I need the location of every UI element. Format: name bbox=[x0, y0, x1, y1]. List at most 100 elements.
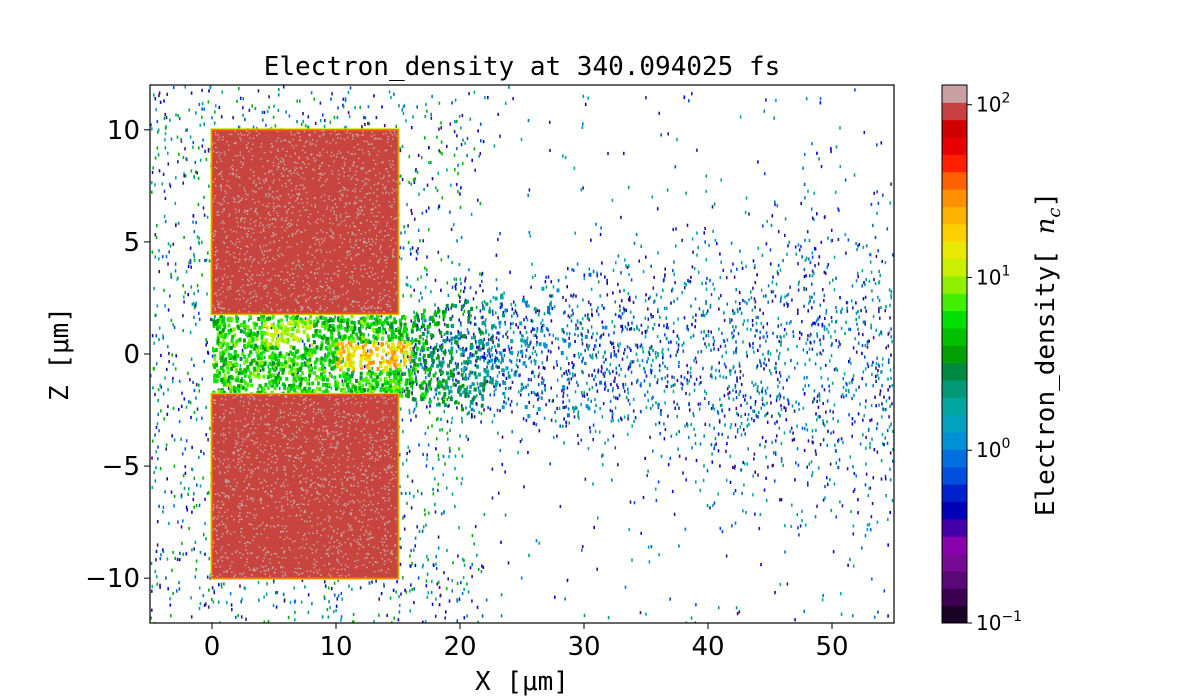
electron-speck bbox=[491, 363, 494, 367]
electron-speck bbox=[590, 399, 592, 403]
electron-speck bbox=[798, 407, 800, 411]
electron-speck bbox=[566, 372, 569, 377]
channel-cell bbox=[218, 334, 222, 339]
electron-speck bbox=[615, 396, 617, 400]
electron-speck bbox=[886, 227, 889, 231]
electron-speck bbox=[666, 366, 669, 370]
electron-speck bbox=[812, 321, 814, 325]
electron-speck bbox=[418, 443, 420, 447]
electron-speck bbox=[611, 342, 613, 346]
channel-cell bbox=[293, 367, 297, 372]
electron-speck bbox=[748, 342, 751, 346]
electron-speck bbox=[813, 292, 816, 296]
electron-speck bbox=[505, 401, 507, 405]
electron-speck bbox=[795, 461, 797, 465]
electron-speck bbox=[221, 346, 223, 350]
electron-speck bbox=[448, 403, 450, 408]
electron-speck bbox=[796, 361, 799, 365]
electron-speck bbox=[663, 324, 665, 328]
electron-speck bbox=[766, 411, 769, 415]
electron-speck bbox=[577, 383, 579, 387]
electron-speck bbox=[656, 381, 659, 385]
electron-speck bbox=[813, 321, 816, 325]
electron-speck bbox=[881, 370, 883, 374]
electron-speck bbox=[725, 350, 727, 355]
electron-speck bbox=[827, 263, 830, 267]
channel-cell bbox=[348, 388, 352, 393]
channel-cell bbox=[428, 399, 432, 404]
electron-speck bbox=[803, 267, 806, 272]
electron-speck bbox=[475, 291, 477, 295]
electron-speck bbox=[346, 325, 349, 329]
electron-speck bbox=[189, 401, 192, 405]
electron-speck bbox=[521, 334, 523, 338]
channel-cell bbox=[221, 318, 225, 323]
electron-speck bbox=[344, 97, 347, 101]
electron-speck bbox=[495, 350, 498, 355]
electron-speck bbox=[368, 122, 371, 126]
electron-speck bbox=[421, 316, 423, 320]
electron-speck bbox=[652, 286, 655, 290]
electron-speck bbox=[410, 418, 412, 422]
channel-cell bbox=[481, 396, 485, 401]
electron-speck bbox=[755, 321, 758, 325]
electron-speck bbox=[821, 384, 823, 388]
electron-speck bbox=[855, 350, 858, 354]
electron-speck bbox=[460, 323, 462, 327]
electron-speck bbox=[414, 374, 417, 378]
electron-speck bbox=[752, 259, 755, 263]
channel-cell bbox=[538, 342, 542, 347]
electron-speck bbox=[417, 247, 419, 251]
channel-cell bbox=[315, 345, 319, 350]
electron-speck bbox=[439, 428, 441, 432]
channel-cell bbox=[320, 343, 324, 348]
electron-speck bbox=[304, 317, 307, 321]
electron-speck bbox=[710, 348, 712, 352]
electron-speck bbox=[623, 288, 625, 292]
electron-speck bbox=[248, 318, 250, 322]
electron-speck bbox=[713, 447, 715, 451]
electron-speck bbox=[284, 384, 286, 388]
electron-speck bbox=[483, 358, 485, 363]
electron-speck bbox=[775, 398, 778, 403]
electron-speck bbox=[690, 335, 692, 339]
electron-speck bbox=[468, 356, 471, 360]
electron-speck bbox=[588, 344, 590, 348]
electron-speck bbox=[525, 303, 528, 307]
electron-speck bbox=[493, 384, 495, 389]
electron-speck bbox=[620, 416, 622, 420]
electron-speck bbox=[826, 327, 828, 331]
electron-speck bbox=[770, 372, 772, 376]
electron-speck bbox=[821, 322, 824, 327]
channel-cell bbox=[454, 400, 458, 405]
electron-speck bbox=[704, 389, 706, 393]
channel-cell bbox=[239, 329, 243, 334]
electron-speck bbox=[395, 124, 397, 128]
channel-cell bbox=[443, 339, 447, 344]
electron-speck bbox=[644, 316, 647, 320]
electron-speck bbox=[615, 371, 618, 375]
electron-speck bbox=[655, 422, 657, 427]
electron-speck bbox=[631, 360, 634, 364]
channel-cell bbox=[214, 361, 218, 365]
electron-speck bbox=[198, 102, 201, 106]
electron-speck bbox=[596, 567, 598, 571]
electron-speck bbox=[723, 318, 726, 323]
channel-cell bbox=[397, 367, 401, 372]
electron-speck bbox=[462, 346, 464, 350]
channel-cell bbox=[296, 349, 300, 354]
electron-speck bbox=[562, 337, 564, 341]
electron-speck bbox=[783, 405, 785, 410]
channel-cell bbox=[281, 323, 285, 327]
electron-speck bbox=[151, 170, 154, 175]
electron-speck bbox=[413, 548, 415, 552]
electron-speck bbox=[765, 331, 768, 335]
electron-speck bbox=[811, 440, 814, 444]
channel-cell bbox=[412, 353, 416, 358]
electron-speck bbox=[547, 349, 550, 353]
channel-cell bbox=[467, 315, 471, 320]
electron-speck bbox=[521, 438, 523, 442]
electron-speck bbox=[232, 116, 234, 120]
electron-speck bbox=[426, 255, 428, 259]
electron-speck bbox=[551, 399, 554, 403]
